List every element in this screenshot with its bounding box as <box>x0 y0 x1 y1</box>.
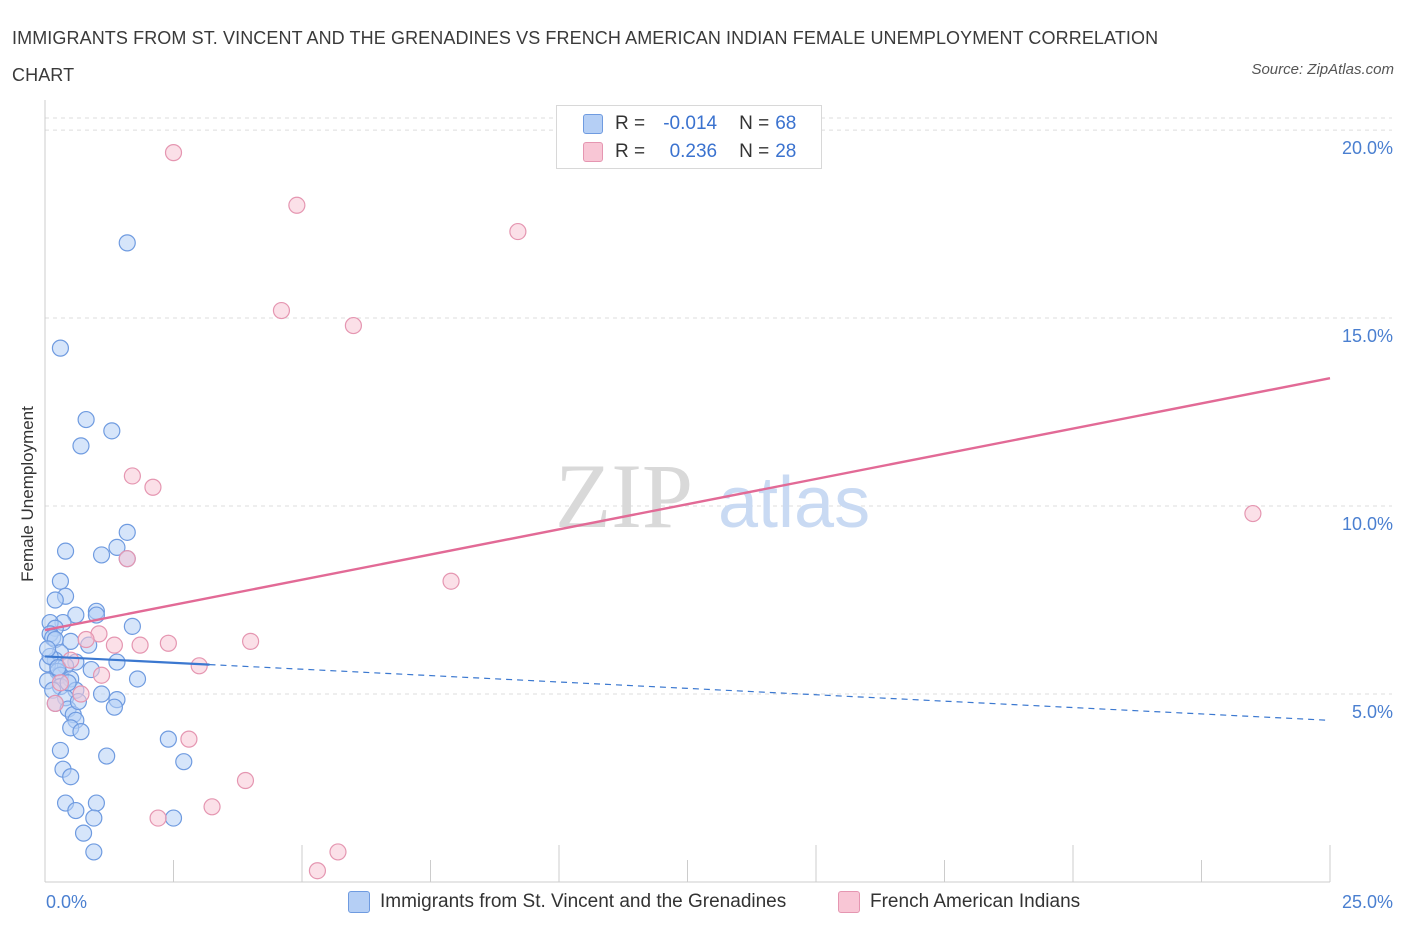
french-american-indian-data-point <box>164 144 183 162</box>
y-tick-label: 15.0% <box>1342 326 1393 346</box>
french-american-indian-data-point <box>288 196 306 214</box>
immigrants-data-point <box>74 824 93 842</box>
stats-legend-row-blue: R = -0.014 N = 68 <box>583 112 796 136</box>
french-american-indian-data-point <box>72 685 90 703</box>
stats-legend: R = -0.014 N = 68 R = 0.236 N = 28 <box>556 105 822 169</box>
pink-swatch <box>583 142 603 162</box>
immigrants-data-point <box>51 339 70 357</box>
french-american-indian-data-point <box>308 862 327 880</box>
data-points <box>38 144 1262 880</box>
n-label: N = <box>739 141 770 162</box>
immigrants-data-point <box>118 234 136 252</box>
immigrants-data-point <box>77 410 95 429</box>
french-american-indian-data-point <box>92 666 111 684</box>
immigrants-data-point <box>85 809 103 827</box>
trend-lines <box>44 377 1331 721</box>
n-value-pink: 28 <box>775 141 797 162</box>
french-american-indian-data-point <box>442 572 460 590</box>
immigrants-data-point <box>128 670 147 688</box>
chart-title: IMMIGRANTS FROM ST. VINCENT AND THE GREN… <box>12 28 1159 85</box>
stats-legend-row-pink: R = 0.236 N = 28 <box>583 140 796 164</box>
y-tick-label: 10.0% <box>1342 514 1393 534</box>
immigrants-data-point <box>38 640 57 658</box>
french-american-indian-data-point <box>509 222 527 241</box>
french-american-indian-data-point <box>62 651 80 669</box>
immigrants-data-point <box>92 546 111 564</box>
french-american-indian-data-point <box>123 467 141 485</box>
watermark-zip: ZIP <box>555 445 693 547</box>
y-tick-label: 20.0% <box>1342 138 1393 158</box>
y-tick-label: 5.0% <box>1352 702 1393 722</box>
legend-label-immigrants: Immigrants from St. Vincent and the Gren… <box>380 891 787 912</box>
x-tick-label-min: 0.0% <box>46 892 87 912</box>
immigrants-data-point <box>92 685 111 703</box>
n-value-blue: 68 <box>775 113 797 134</box>
legend-label-french-american-indians: French American Indians <box>870 891 1081 912</box>
immigrants-data-point <box>105 698 123 716</box>
immigrants-data-point <box>72 723 90 741</box>
axes <box>44 100 1331 883</box>
french-american-indian-data-point <box>51 674 70 692</box>
french-american-indian-data-point <box>242 632 260 650</box>
tick-labels: 5.0% 10.0% 15.0% 20.0% 0.0% 25.0% <box>46 138 1393 912</box>
french-american-indian-data-point <box>344 316 362 335</box>
immigrants-data-point <box>56 542 75 560</box>
french-american-indian-data-point <box>203 798 221 816</box>
immigrants-data-point <box>51 572 70 590</box>
immigrants-data-point <box>98 747 116 765</box>
blue-swatch <box>583 114 603 134</box>
french-american-indian-data-point <box>180 730 198 748</box>
french-american-indian-data-point <box>118 550 136 568</box>
french-american-indian-data-point <box>131 636 149 654</box>
immigrants-data-point <box>46 591 64 609</box>
blue-swatch <box>348 891 370 913</box>
pink-swatch <box>838 891 860 913</box>
immigrants-data-point <box>123 617 141 635</box>
immigrants-data-point <box>108 538 126 556</box>
immigrants-data-point <box>108 653 126 671</box>
french-american-indian-data-point <box>1244 504 1262 523</box>
immigrants-trend-line-solid <box>44 655 210 666</box>
immigrants-data-point <box>164 809 183 827</box>
immigrants-data-point <box>67 801 85 820</box>
immigrants-data-point <box>62 768 80 786</box>
french-american-indian-data-point <box>236 771 255 790</box>
immigrants-data-point <box>85 843 103 861</box>
french-american-indian-data-point <box>105 636 123 654</box>
immigrants-data-point <box>87 794 106 812</box>
french-american-indian-data-point <box>190 657 208 675</box>
french-american-indian-data-point <box>272 301 291 320</box>
watermark-atlas: atlas <box>718 463 870 543</box>
immigrants-data-point <box>103 422 121 440</box>
french-american-indian-data-point <box>46 694 64 713</box>
french-american-indian-trend-line <box>44 377 1331 632</box>
legend-item-immigrants[interactable]: Immigrants from St. Vincent and the Gren… <box>348 890 786 914</box>
n-label: N = <box>739 113 770 134</box>
source-credit: Source: ZipAtlas.com <box>1251 61 1394 78</box>
immigrants-trend-line-dashed <box>209 664 1331 721</box>
immigrants-data-point <box>72 437 90 455</box>
immigrants-data-point <box>159 730 177 748</box>
french-american-indian-data-point <box>77 630 95 649</box>
x-tick-label-max: 25.0% <box>1342 892 1393 912</box>
french-american-indian-data-point <box>329 843 347 861</box>
r-value-pink: 0.236 <box>669 141 718 162</box>
watermark: ZIP atlas <box>555 445 870 547</box>
legend-item-french-american-indians[interactable]: French American Indians <box>838 890 1080 914</box>
immigrants-data-point <box>51 741 70 760</box>
immigrants-data-point <box>118 523 136 541</box>
r-value-blue: -0.014 <box>663 113 718 134</box>
french-american-indian-data-point <box>144 478 162 496</box>
french-american-indian-data-point <box>159 634 177 652</box>
immigrants-data-point <box>175 753 193 771</box>
r-label: R = <box>615 141 646 162</box>
r-label: R = <box>615 113 646 134</box>
french-american-indian-data-point <box>149 809 167 827</box>
